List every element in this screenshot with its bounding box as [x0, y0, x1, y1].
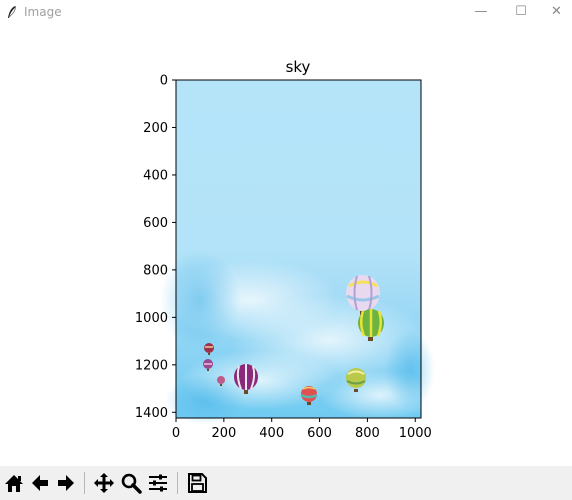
feather-icon — [8, 5, 16, 18]
configure-subplots-icon — [149, 474, 167, 492]
deep-sky-patch — [385, 330, 435, 410]
minimize-icon: — — [474, 4, 488, 19]
back-icon — [32, 475, 48, 491]
maximize-icon: ☐ — [515, 4, 527, 19]
forward-button[interactable] — [54, 470, 78, 496]
balloon-yellow-green — [346, 368, 366, 392]
save-icon — [188, 473, 207, 493]
toolbar-separator — [177, 472, 178, 494]
y-tick-label: 0 — [160, 74, 168, 89]
image-content — [160, 80, 440, 425]
figure-canvas[interactable]: sky — [0, 26, 572, 466]
balloon-tiny-pink — [217, 376, 225, 386]
window-titlebar: Image — ☐ ✕ — [0, 0, 572, 26]
pan-icon — [94, 473, 114, 493]
toolbar-separator — [84, 472, 85, 494]
x-tick-label: 1000 — [399, 426, 432, 441]
y-tick-label: 400 — [143, 168, 168, 183]
balloon-red-teal — [300, 386, 318, 405]
balloon-green-striped — [358, 309, 384, 341]
deep-sky-patch — [165, 375, 245, 425]
axes-frame — [175, 79, 422, 419]
save-button[interactable] — [185, 470, 209, 496]
balloon-purple-stripes — [234, 364, 258, 394]
configure-subplots-button[interactable] — [146, 470, 170, 496]
zoom-button[interactable] — [119, 470, 143, 496]
balloon-large-pastel — [346, 275, 380, 315]
x-tick-label: 200 — [211, 426, 236, 441]
zoom-icon — [121, 473, 142, 494]
back-button[interactable] — [28, 470, 52, 496]
x-axis: 0 200 400 600 800 1000 — [172, 418, 432, 441]
y-axis: 0 200 400 600 800 1000 1200 1400 — [135, 74, 176, 421]
pan-button[interactable] — [92, 470, 116, 496]
y-tick-label: 200 — [143, 121, 168, 136]
y-tick-label: 1000 — [135, 311, 168, 326]
close-icon: ✕ — [551, 4, 562, 19]
chart-title: sky — [286, 58, 311, 76]
balloon-small-purple — [203, 359, 213, 371]
minimize-button[interactable]: — — [461, 0, 501, 26]
forward-icon — [58, 475, 74, 491]
maximize-button[interactable]: ☐ — [501, 0, 541, 26]
y-tick-label: 600 — [143, 216, 168, 231]
y-tick-label: 1400 — [135, 406, 168, 421]
x-tick-label: 400 — [259, 426, 284, 441]
home-icon — [5, 475, 23, 492]
home-button[interactable] — [2, 470, 26, 496]
window-title: Image — [24, 5, 62, 19]
y-tick-label: 1200 — [135, 358, 168, 373]
x-tick-label: 800 — [355, 426, 380, 441]
balloon-small-red — [204, 343, 214, 355]
y-tick-label: 800 — [143, 263, 168, 278]
deep-sky-patch — [160, 250, 240, 350]
navigation-toolbar — [0, 466, 572, 500]
x-tick-label: 600 — [307, 426, 332, 441]
x-tick-label: 0 — [172, 426, 180, 441]
close-button[interactable]: ✕ — [541, 0, 572, 26]
